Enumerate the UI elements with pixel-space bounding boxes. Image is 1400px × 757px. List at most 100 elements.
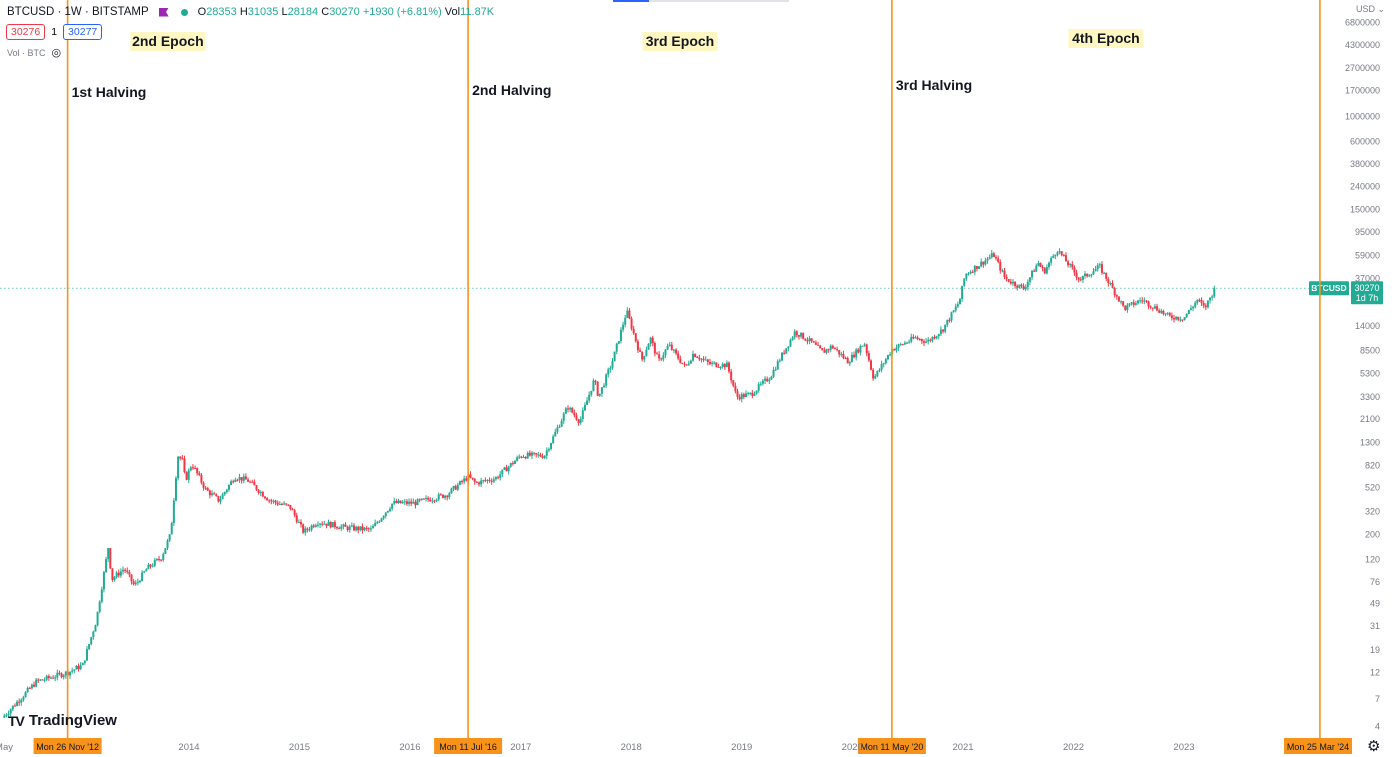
candle bbox=[427, 496, 430, 502]
candle-body bbox=[539, 454, 542, 457]
candle bbox=[511, 460, 514, 466]
price-tick-label: 19 bbox=[1370, 645, 1380, 655]
candle-body bbox=[1041, 266, 1044, 269]
candle-body bbox=[386, 510, 389, 513]
candle-body bbox=[1026, 281, 1029, 288]
candle bbox=[155, 558, 158, 562]
candle bbox=[60, 672, 63, 679]
epoch-label: 4th Epoch bbox=[1072, 30, 1140, 46]
gear-icon[interactable]: ⚙ bbox=[1367, 738, 1381, 755]
candle-body bbox=[52, 677, 55, 679]
candle-body bbox=[723, 363, 726, 368]
trade-buttons: 30276 1 30277 bbox=[6, 24, 103, 40]
candle bbox=[761, 378, 764, 386]
candle bbox=[5, 713, 8, 718]
top-scroll-strip[interactable] bbox=[613, 0, 789, 2]
buy-button[interactable]: 30277 bbox=[63, 24, 103, 40]
candle-body bbox=[664, 349, 667, 356]
candle-body bbox=[22, 697, 25, 700]
candle bbox=[340, 524, 343, 532]
candle bbox=[774, 366, 777, 371]
candle bbox=[1054, 254, 1057, 259]
candle bbox=[933, 334, 936, 340]
candle-body bbox=[30, 684, 33, 689]
candle-body bbox=[1173, 318, 1176, 320]
candle bbox=[1045, 264, 1048, 275]
candle-body bbox=[257, 489, 260, 493]
candle-body bbox=[380, 518, 383, 522]
candle bbox=[251, 479, 254, 483]
candle-body bbox=[232, 481, 235, 483]
candle-body bbox=[177, 456, 180, 479]
candle bbox=[52, 675, 55, 679]
candle-body bbox=[785, 348, 788, 354]
candle bbox=[280, 502, 283, 506]
candle bbox=[1077, 277, 1080, 283]
candle-body bbox=[530, 452, 533, 456]
volume-indicator-legend[interactable]: Vol · BTC ◎ bbox=[7, 46, 61, 59]
candle bbox=[238, 473, 241, 483]
candle bbox=[1094, 265, 1097, 272]
candle bbox=[600, 387, 603, 397]
candle-body bbox=[448, 493, 451, 498]
candle bbox=[605, 373, 608, 388]
candle-body bbox=[1130, 302, 1133, 304]
candle bbox=[304, 526, 307, 536]
candle bbox=[1024, 284, 1027, 292]
candle bbox=[844, 356, 847, 360]
candle-body bbox=[1033, 270, 1036, 272]
candle bbox=[1126, 303, 1129, 313]
candle-body bbox=[35, 679, 38, 687]
candle-body bbox=[995, 257, 998, 259]
candle-body bbox=[1054, 254, 1057, 257]
candle-body bbox=[69, 671, 72, 676]
candle-body bbox=[1158, 310, 1161, 313]
candle-body bbox=[293, 510, 296, 516]
candle-body bbox=[24, 692, 27, 698]
candle-body bbox=[1098, 264, 1101, 266]
candle-body bbox=[20, 699, 23, 703]
candle-body bbox=[755, 390, 758, 394]
candle-body bbox=[740, 394, 743, 400]
candle bbox=[550, 442, 553, 451]
candle-body bbox=[1071, 264, 1074, 268]
symbol-title[interactable]: BTCUSD · 1W · BITSTAMP bbox=[7, 6, 149, 18]
candle-body bbox=[297, 522, 300, 524]
candle-body bbox=[668, 344, 671, 347]
candle-body bbox=[361, 526, 364, 531]
candle bbox=[836, 346, 839, 352]
candle bbox=[408, 498, 411, 507]
candle-body bbox=[749, 392, 752, 394]
candle-body bbox=[342, 524, 345, 527]
candle-body bbox=[1209, 297, 1212, 301]
candle-body bbox=[217, 495, 220, 502]
candle-body bbox=[611, 361, 614, 368]
price-tick-label: 4 bbox=[1375, 721, 1380, 731]
candle bbox=[990, 250, 993, 259]
candle bbox=[560, 418, 563, 428]
candle-body bbox=[482, 480, 485, 482]
candle bbox=[655, 351, 658, 355]
candle bbox=[569, 406, 572, 413]
candle bbox=[11, 705, 14, 712]
candle bbox=[1194, 300, 1197, 309]
candle bbox=[81, 662, 84, 666]
sell-button[interactable]: 30276 bbox=[6, 24, 46, 40]
currency-selector[interactable]: USD ⌄ bbox=[1356, 4, 1386, 14]
candle-body bbox=[980, 261, 983, 267]
candle bbox=[1079, 276, 1082, 282]
candle-body bbox=[312, 525, 315, 527]
candle-body bbox=[164, 548, 167, 554]
hide-eye-icon[interactable]: ◎ bbox=[51, 47, 62, 59]
flag-icon[interactable] bbox=[158, 7, 169, 17]
candle-body bbox=[804, 338, 807, 341]
candle-body bbox=[378, 521, 381, 523]
candle-body bbox=[71, 670, 74, 672]
candle-body bbox=[196, 468, 199, 474]
candle bbox=[679, 355, 682, 364]
candle bbox=[461, 479, 464, 485]
candle-body bbox=[1211, 296, 1214, 298]
candle-body bbox=[655, 353, 658, 355]
candle bbox=[172, 498, 175, 526]
